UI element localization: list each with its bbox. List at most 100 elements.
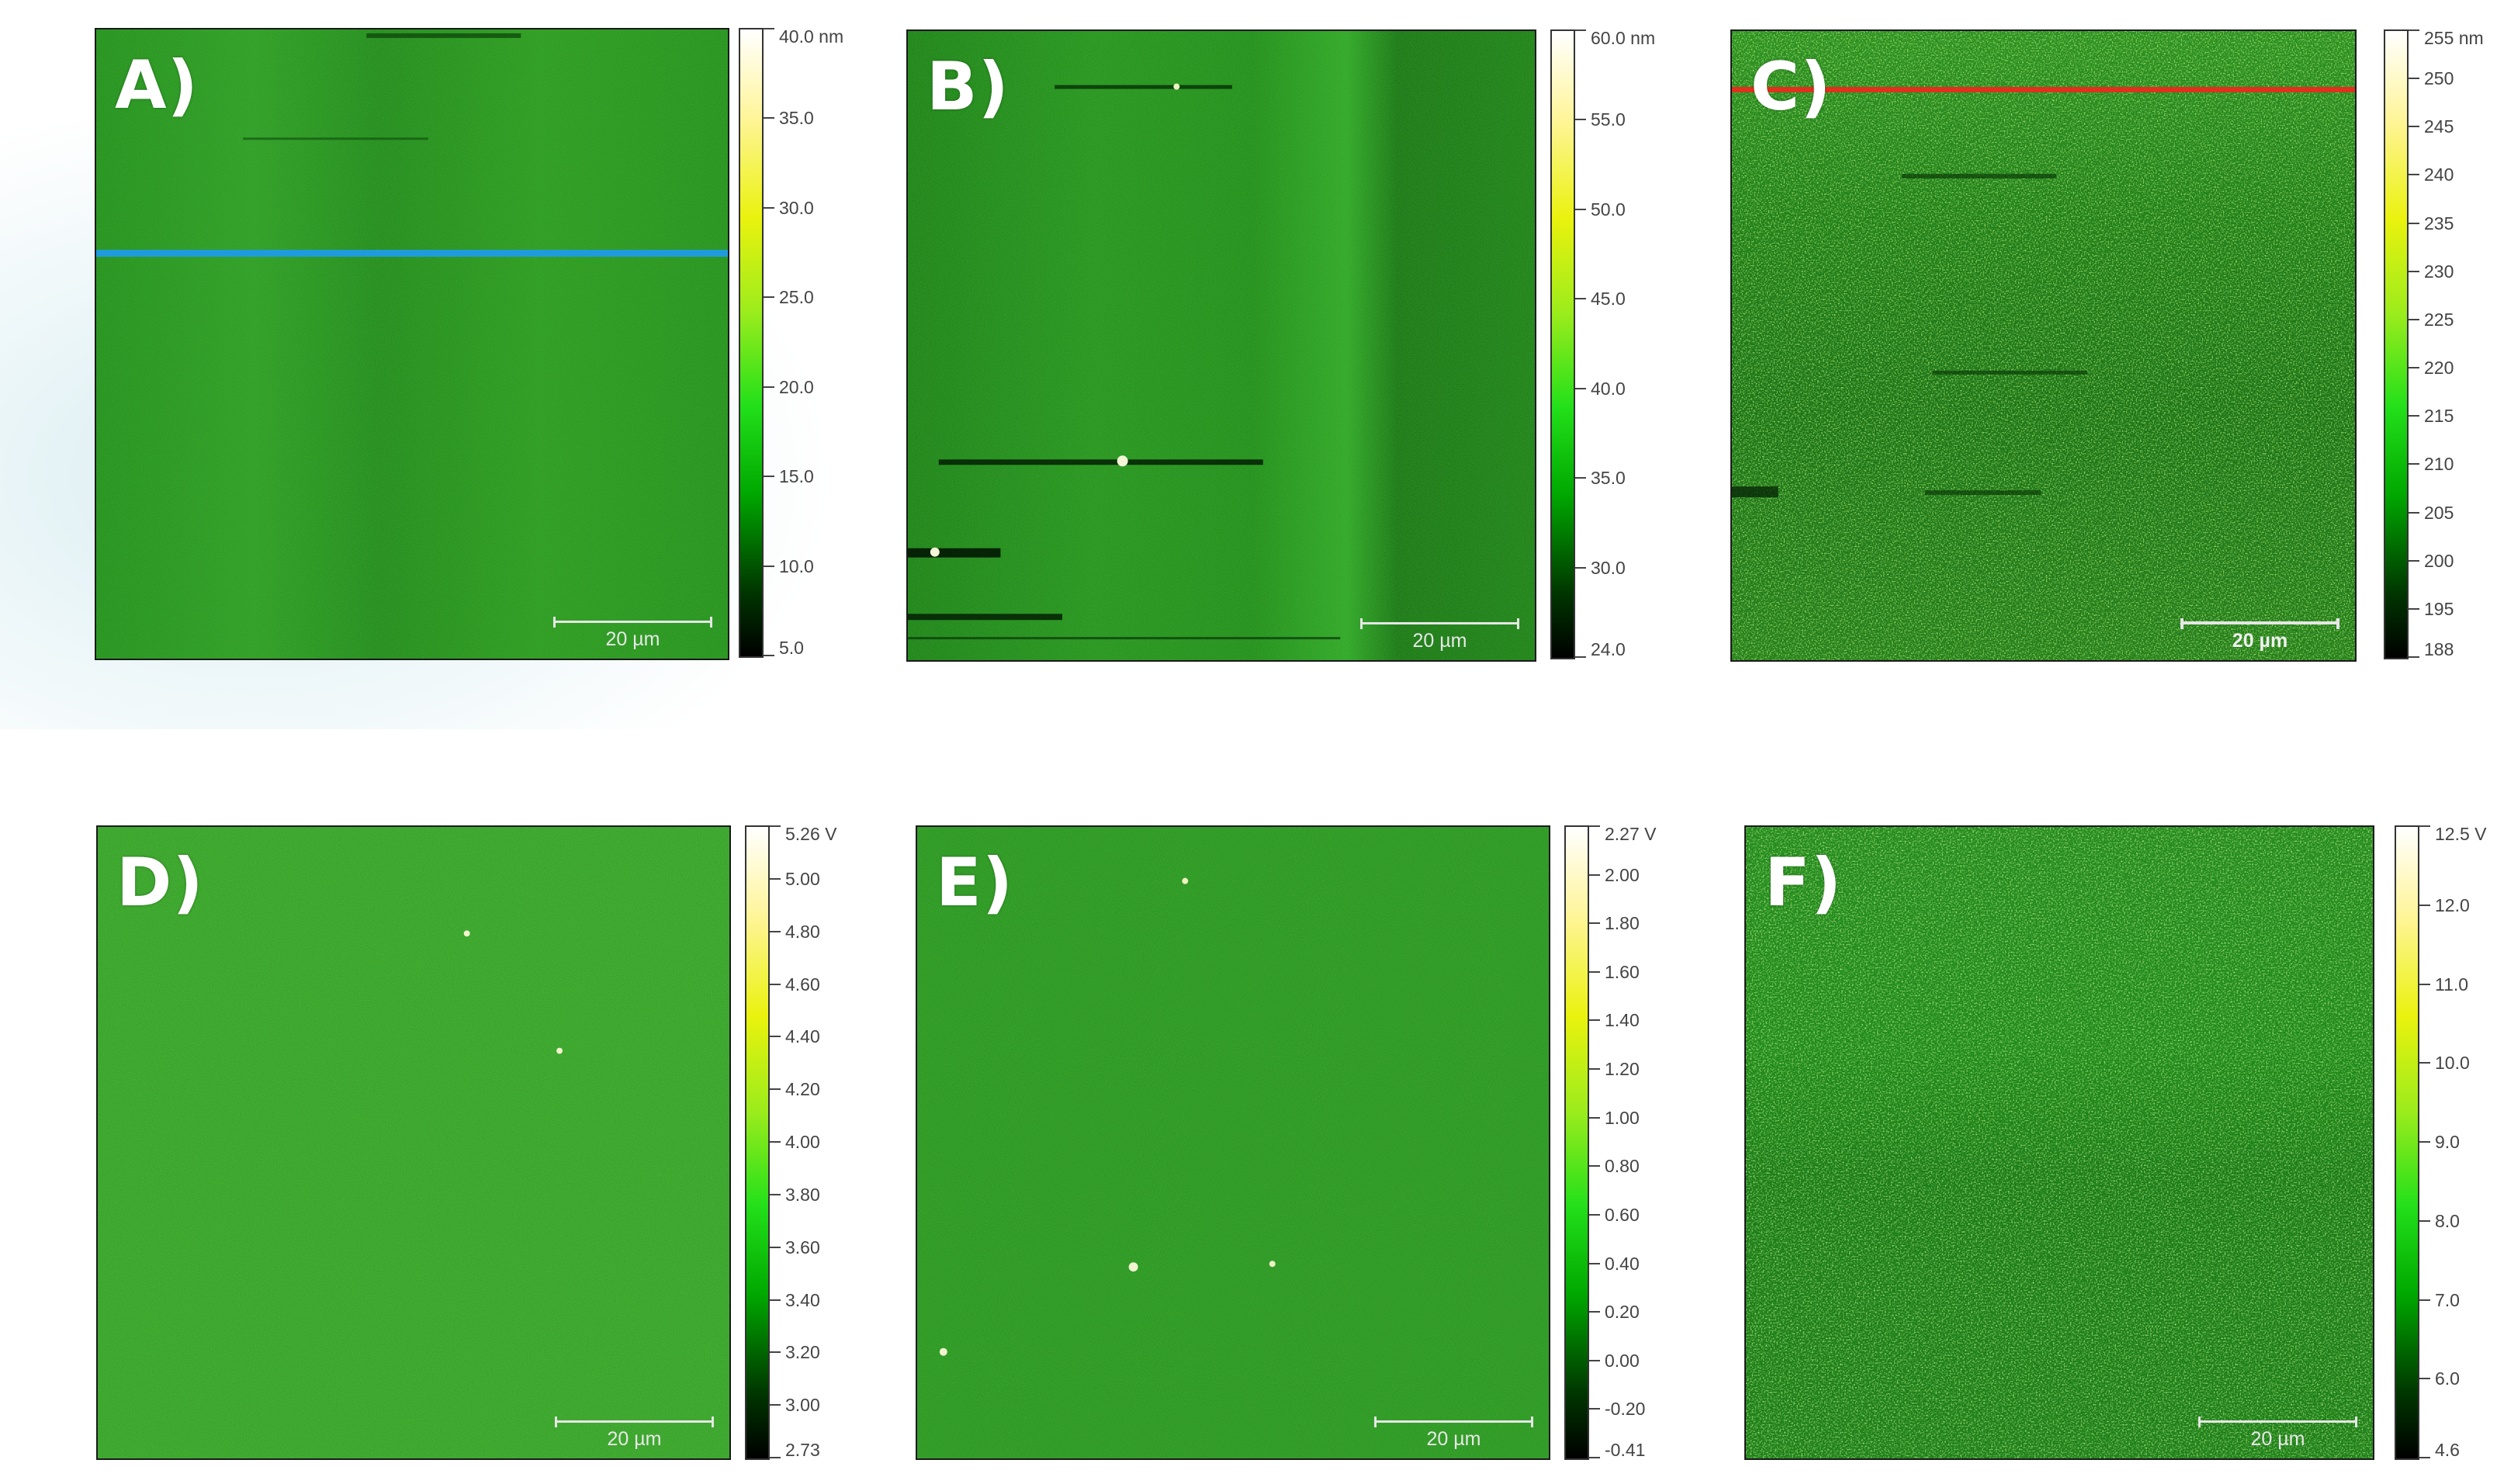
afm-image-f: F) 20 µm [1744, 825, 2374, 1460]
colorbar-tick [2409, 511, 2419, 514]
colorbar-tick-label: 250 [2424, 68, 2454, 89]
colorbar-d [745, 825, 770, 1460]
colorbar-tick-label: 200 [2424, 550, 2454, 571]
colorbar-tick-label: 7.0 [2435, 1289, 2460, 1310]
colorbar-tick [1575, 566, 1586, 569]
colorbar-tick-label: 2.73 [785, 1440, 820, 1460]
colorbar-tick [2419, 1299, 2430, 1301]
colorbar-tick-label: 3.60 [785, 1237, 820, 1257]
colorbar-tick [2409, 463, 2419, 465]
colorbar-tick-label: 24.0 [1591, 639, 1626, 659]
colorbar-tick-label: 215 [2424, 406, 2454, 427]
colorbar-tick-label: 3.80 [785, 1184, 820, 1205]
colorbar-tick-label: 4.00 [785, 1132, 820, 1152]
colorbar-tick [2419, 1378, 2430, 1380]
colorbar-tick-label: 11.0 [2435, 974, 2469, 995]
colorbar-tick [770, 983, 781, 985]
colorbar-tick-label: 255 nm [2424, 28, 2484, 48]
colorbar-tick-label: 12.5 V [2435, 824, 2487, 844]
colorbar-tick [770, 1141, 781, 1143]
colorbar-tick-label: 25.0 [779, 287, 814, 308]
colorbar-ticks-d: 5.26 V 5.00 4.80 4.60 4.40 4.20 4.00 3.80 3.60 3.… [770, 825, 872, 1460]
colorbar-tick [764, 206, 774, 209]
colorbar-tick [1589, 1457, 1600, 1458]
colorbar-tick-label: 4.80 [785, 921, 820, 942]
colorbar-tick-label: 0.00 [1605, 1350, 1640, 1371]
colorbar-tick-label: 4.20 [785, 1079, 820, 1100]
colorbar-tick [1589, 1165, 1600, 1167]
colorbar-ticks-a: 40.0 nm 35.0 30.0 25.0 20.0 15.0 10.0 5.0 [764, 28, 872, 658]
afm-texture-d [98, 827, 729, 1458]
colorbar-ticks-e: 2.27 V 2.00 1.80 1.60 1.40 1.20 1.00 0.80 0.60 0.… [1589, 825, 1692, 1460]
colorbar-tick [2409, 367, 2419, 369]
scale-bar-d [555, 1417, 714, 1427]
colorbar-tick-label: 245 [2424, 116, 2454, 137]
colorbar-b [1550, 29, 1575, 659]
colorbar-tick [770, 1404, 781, 1406]
colorbar-tick [2409, 222, 2419, 224]
colorbar-tick-label: 220 [2424, 358, 2454, 379]
colorbar-tick [1589, 1019, 1600, 1022]
colorbar-tick [1589, 1262, 1600, 1264]
afm-image-d: D) 20 µm [96, 825, 731, 1460]
colorbar-tick-label: 50.0 [1591, 199, 1626, 220]
colorbar-tick-label: -0.20 [1605, 1399, 1646, 1420]
afm-texture-e [917, 827, 1549, 1458]
scale-bar-b [1360, 618, 1519, 629]
colorbar-tick-label: 20.0 [779, 376, 814, 397]
panel-label-e: E) [936, 844, 1014, 922]
scale-bar-f [2198, 1417, 2357, 1427]
colorbar-tick [1575, 656, 1586, 658]
colorbar-tick-label: 225 [2424, 309, 2454, 330]
colorbar-ticks-b: 60.0 nm 55.0 50.0 45.0 40.0 35.0 30.0 24.0 [1575, 29, 1684, 659]
colorbar-tick [764, 28, 774, 29]
colorbar-tick-label: 1.60 [1605, 961, 1640, 982]
colorbar-tick-label: -0.41 [1605, 1440, 1646, 1460]
colorbar-tick [770, 930, 781, 932]
colorbar-tick [1575, 119, 1586, 121]
colorbar-tick [770, 1088, 781, 1091]
colorbar-tick-label: 4.60 [785, 974, 820, 995]
panel-a: A) 20 µm 40.0 nm 35.0 30.0 25.0 20.0 15.0 10.0… [95, 28, 871, 660]
colorbar-tick-label: 12.0 [2435, 894, 2470, 915]
afm-texture-a [96, 29, 728, 659]
colorbar-tick-label: 9.0 [2435, 1132, 2460, 1152]
colorbar-tick [2409, 607, 2419, 610]
colorbar-tick [770, 1457, 781, 1458]
colorbar-tick-label: 235 [2424, 213, 2454, 233]
colorbar-tick [764, 565, 774, 567]
colorbar-tick [2419, 983, 2430, 985]
colorbar-tick-label: 15.0 [779, 466, 814, 487]
colorbar-tick [2409, 78, 2419, 80]
colorbar-tick-label: 1.00 [1605, 1107, 1640, 1128]
colorbar-tick-label: 60.0 nm [1591, 28, 1656, 48]
colorbar-tick [1589, 825, 1600, 827]
colorbar-tick-label: 5.00 [785, 868, 820, 889]
colorbar-tick-label: 1.40 [1605, 1010, 1640, 1031]
colorbar-tick-label: 1.20 [1605, 1059, 1640, 1080]
colorbar-tick [1589, 1116, 1600, 1119]
colorbar-tick [764, 386, 774, 388]
colorbar-tick-label: 10.0 [2435, 1053, 2470, 1074]
scale-bar-c [2180, 618, 2339, 629]
scale-label-e: 20 µm [1426, 1428, 1481, 1450]
afm-image-a: A) 20 µm [95, 28, 729, 660]
colorbar-tick [770, 1246, 781, 1248]
colorbar-tick [2419, 1062, 2430, 1064]
colorbar-tick [1575, 298, 1586, 300]
colorbar-tick-label: 30.0 [779, 197, 814, 218]
colorbar-tick [2409, 318, 2419, 320]
profile-line-a [96, 250, 728, 257]
colorbar-tick-label: 45.0 [1591, 289, 1626, 310]
colorbar-tick-label: 10.0 [779, 555, 814, 576]
scale-bar-a [553, 617, 712, 628]
panel-label-c: C) [1751, 48, 1832, 126]
colorbar-c [2384, 29, 2409, 659]
colorbar-tick [764, 117, 774, 119]
scale-label-c: 20 µm [2232, 630, 2288, 652]
afm-image-e: E) 20 µm [916, 825, 1550, 1460]
colorbar-f [2395, 825, 2419, 1460]
colorbar-tick-label: 40.0 [1591, 378, 1626, 399]
colorbar-tick [770, 877, 781, 880]
colorbar-tick [1589, 1068, 1600, 1071]
